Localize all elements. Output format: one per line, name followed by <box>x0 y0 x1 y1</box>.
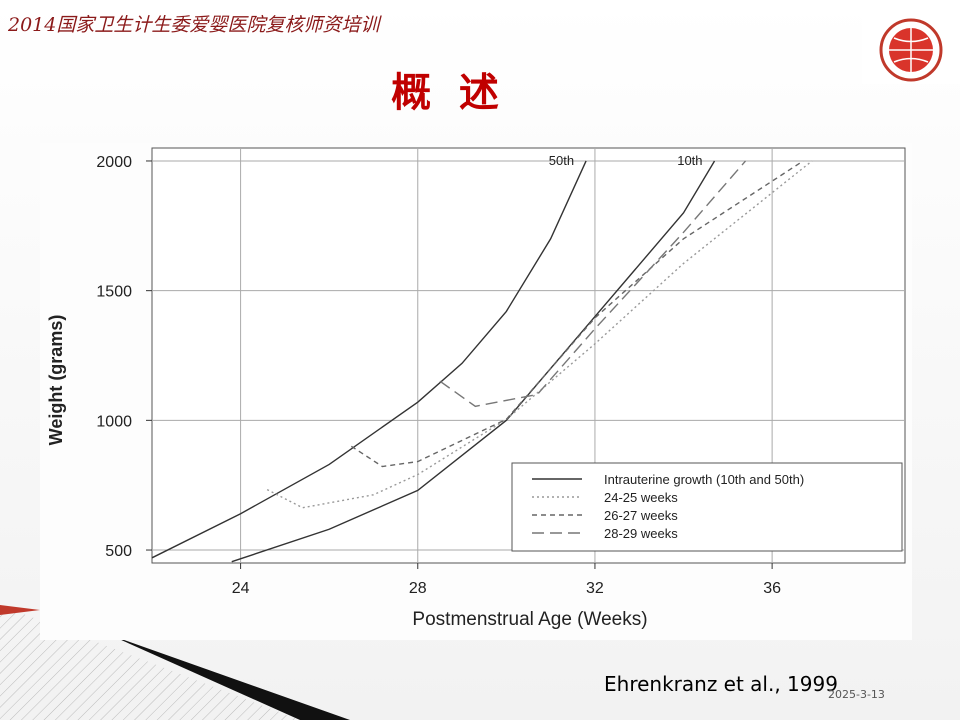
citation: Ehrenkranz et al., 1999 <box>604 672 838 696</box>
chart: Postmenstrual Age (Weeks) Weight (grams)… <box>40 143 912 640</box>
y-tick-label: 1000 <box>96 413 132 430</box>
series-line <box>231 160 716 563</box>
x-tick-label: 32 <box>586 580 604 597</box>
y-tick-label: 500 <box>105 543 132 560</box>
legend-label: 28-29 weeks <box>604 526 678 541</box>
date: 2025-3-13 <box>828 688 885 701</box>
x-tick-label: 28 <box>409 580 427 597</box>
x-tick-label: 24 <box>232 580 250 597</box>
series-line <box>350 160 804 468</box>
slide-title: 概 述 <box>391 70 499 116</box>
legend-label: 24-25 weeks <box>604 490 678 505</box>
series-line <box>266 160 813 509</box>
legend-label: 26-27 weeks <box>604 508 678 523</box>
legend-box <box>511 462 903 552</box>
y-tick-label: 1500 <box>96 284 132 301</box>
logo <box>862 0 960 84</box>
y-axis-title: Weight (grams) <box>46 315 66 446</box>
curve-label: 10th <box>677 153 702 168</box>
x-tick-label: 36 <box>763 580 781 597</box>
x-axis-title: Postmenstrual Age (Weeks) <box>412 609 647 630</box>
course-header: 2014国家卫生计生委爱婴医院复核师资培训 <box>8 14 380 36</box>
series-line <box>151 160 587 559</box>
legend-label: Intrauterine growth (10th and 50th) <box>604 472 804 487</box>
series-line <box>439 160 747 408</box>
curve-label: 50th <box>549 153 574 168</box>
y-tick-label: 2000 <box>96 154 132 171</box>
